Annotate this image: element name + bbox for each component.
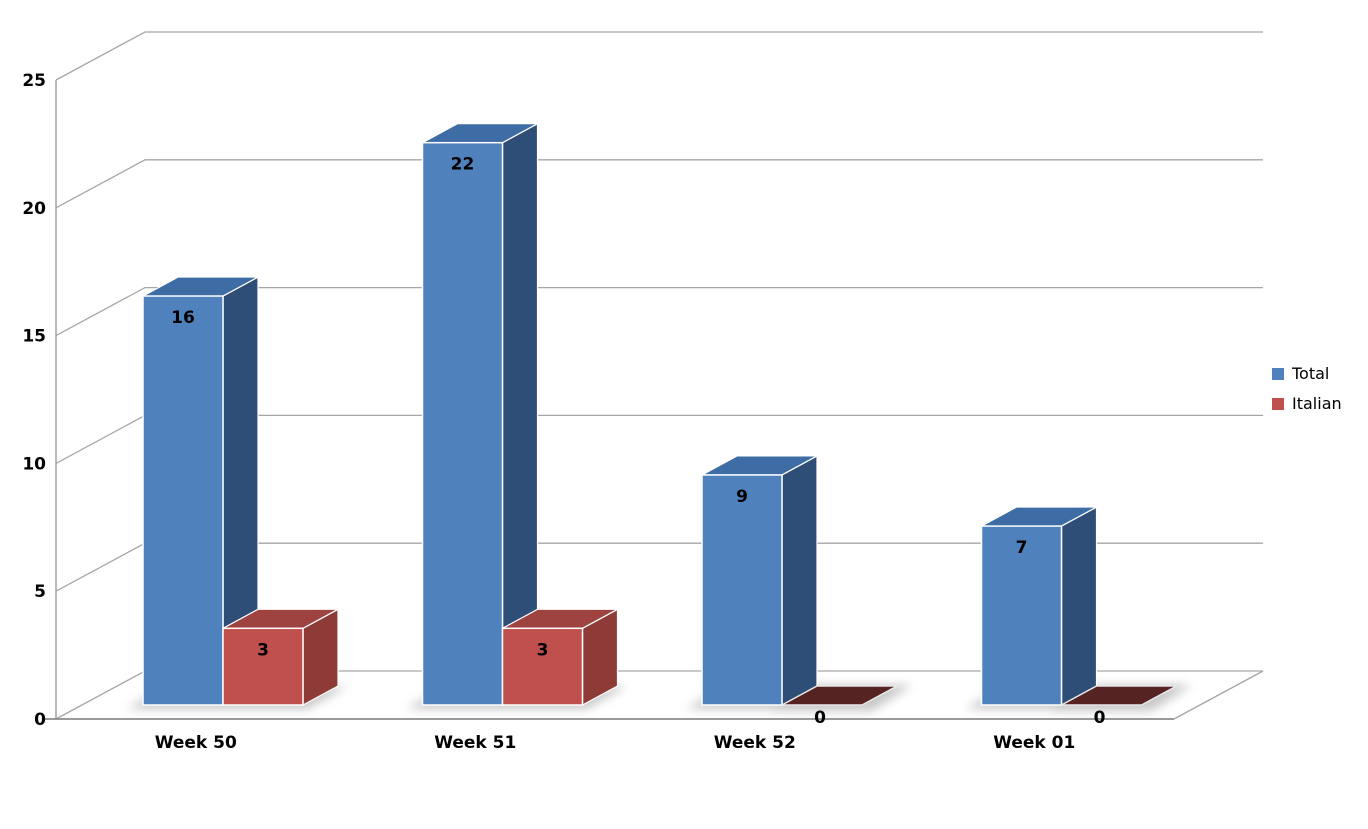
legend-item-total[interactable]: Total <box>1272 364 1342 383</box>
bar-total-week-52-value-label: 9 <box>736 487 748 507</box>
y-axis-tick-label-25: 25 <box>22 71 46 91</box>
bar-italian-week-51[interactable] <box>501 608 619 707</box>
gridline-15 <box>55 286 1263 337</box>
bar-total-week-52-side-face <box>781 454 818 707</box>
bar-italian-week-50-front-face <box>222 627 304 706</box>
bar-total-week-51-value-label: 22 <box>451 155 475 175</box>
bar-italian-week-50[interactable] <box>222 608 339 707</box>
legend-swatch-total-icon <box>1272 367 1284 380</box>
gridline-25 <box>55 31 1263 81</box>
y-axis-tick-label-15: 15 <box>22 327 46 347</box>
bar-total-week-50-front-face <box>142 295 224 706</box>
bar-italian-week-50-value-label: 3 <box>257 640 269 660</box>
bar-total-week-01-value-label: 7 <box>1016 538 1028 558</box>
legend-item-italian[interactable]: Italian <box>1272 394 1342 413</box>
y-axis-tick-label-5: 5 <box>34 582 46 602</box>
bar-total-week-01-front-face <box>980 525 1063 706</box>
legend-label-total: Total <box>1292 364 1330 383</box>
x-axis-label-week-01: Week 01 <box>993 733 1075 753</box>
legend-label-italian: Italian <box>1292 394 1342 414</box>
bar-total-week-01[interactable] <box>980 506 1098 707</box>
bar-total-week-52[interactable] <box>701 454 818 707</box>
bar-italian-week-01[interactable] <box>1061 685 1177 706</box>
legend-swatch-italian-icon <box>1272 397 1284 410</box>
y-axis-tick-label-20: 20 <box>22 199 46 219</box>
bar-total-week-50[interactable] <box>142 276 259 707</box>
bar-italian-week-51-front-face <box>501 627 584 706</box>
bar-italian-week-52[interactable] <box>781 685 898 706</box>
y-axis-tick-label-0: 0 <box>34 710 46 730</box>
bar-total-week-51-front-face <box>421 141 504 706</box>
x-axis-label-week-51: Week 51 <box>434 733 516 753</box>
bar-total-week-52-front-face <box>701 474 783 706</box>
bar-italian-week-01-value-label: 0 <box>1094 708 1106 728</box>
gridline-20 <box>55 159 1263 209</box>
chart-legend: Total Italian <box>1272 364 1342 413</box>
bar-total-week-51[interactable] <box>421 122 539 707</box>
bar-total-week-01-side-face <box>1060 506 1098 707</box>
bar-italian-week-52-zero-face <box>781 685 898 706</box>
floor-right-edge <box>1173 670 1264 720</box>
x-axis-label-week-52: Week 52 <box>714 733 796 753</box>
bar-italian-week-51-value-label: 3 <box>537 640 549 660</box>
y-axis-tick-label-10: 10 <box>22 454 46 474</box>
bar-italian-week-01-zero-face <box>1061 685 1177 706</box>
bar-total-week-50-value-label: 16 <box>171 308 195 328</box>
x-axis-label-week-50: Week 50 <box>155 733 237 753</box>
bar-italian-week-52-value-label: 0 <box>814 708 826 728</box>
